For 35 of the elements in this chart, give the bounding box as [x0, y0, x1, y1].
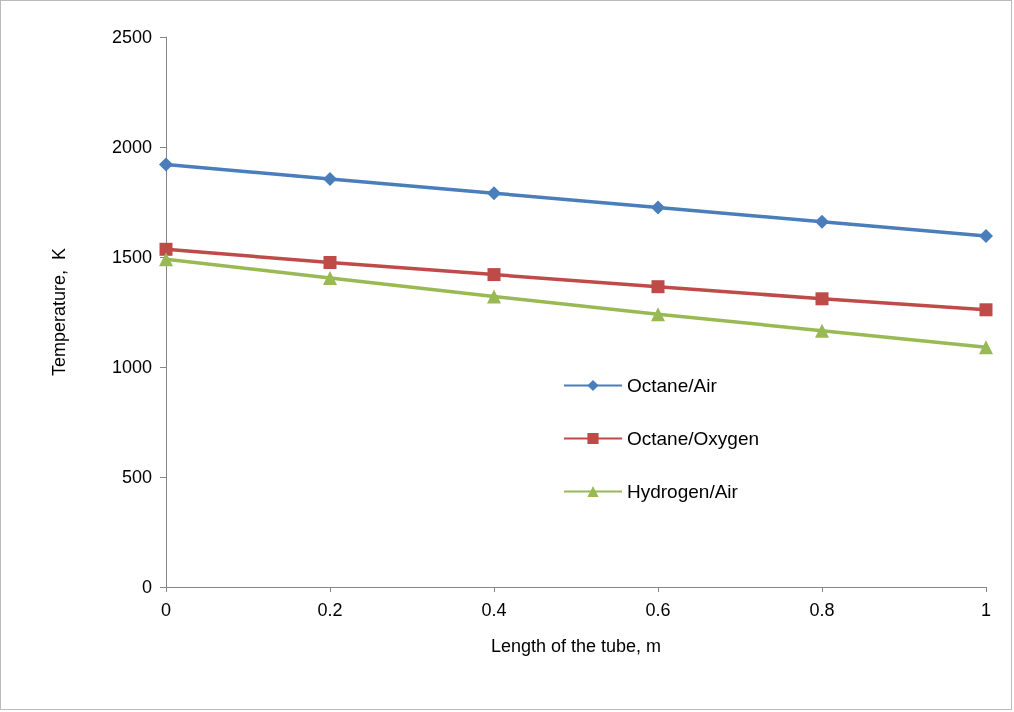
y-tick-label: 500: [121, 467, 152, 487]
y-axis-title: Temperature, K: [49, 247, 69, 377]
point: [159, 242, 173, 256]
legend-label: Octane/Air: [627, 375, 718, 396]
point: [979, 303, 993, 317]
point: [651, 280, 665, 294]
x-tick-label: 0.4: [481, 600, 507, 620]
x-tick-label: 0.6: [645, 600, 671, 620]
x-tick-label: 0.8: [809, 600, 835, 620]
point: [815, 292, 829, 306]
y-tick-label: 2500: [111, 27, 152, 47]
point: [323, 270, 337, 285]
x-tick-label: 0: [160, 600, 172, 620]
y-tick-label: 0: [141, 577, 152, 597]
point: [651, 307, 665, 322]
point: [323, 171, 337, 186]
point: [487, 268, 501, 282]
point: [979, 340, 993, 355]
point: [159, 252, 173, 267]
legend-label: Octane/Oxygen: [627, 428, 760, 449]
point: [159, 157, 173, 172]
point: [651, 200, 665, 215]
legend-label: Hydrogen/Air: [627, 481, 739, 502]
point: [487, 186, 501, 201]
x-tick-label: 1: [980, 600, 992, 620]
point: [815, 214, 829, 229]
y-tick-label: 1000: [111, 357, 152, 377]
y-tick-label: 1500: [111, 247, 152, 267]
point: [323, 256, 337, 269]
y-tick-label: 2000: [111, 137, 152, 157]
x-tick-label: 0.2: [317, 600, 343, 620]
point: [487, 289, 501, 304]
point: [979, 229, 993, 244]
x-axis-title: Length of the tube, m: [490, 636, 662, 656]
point: [815, 323, 829, 338]
